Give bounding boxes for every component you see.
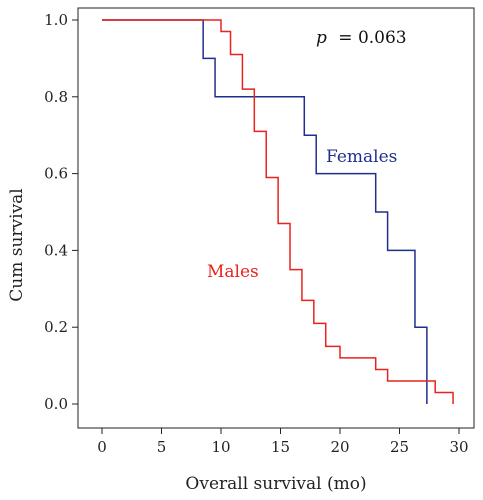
plot-border [77, 7, 475, 429]
p-value-text: = 0.063 [338, 28, 406, 48]
x-tick-label: 0 [97, 438, 107, 456]
y-tick-label: 0.4 [44, 241, 68, 259]
y-tick-label: 0.2 [44, 318, 68, 336]
y-tick-label: 0.8 [44, 88, 68, 106]
p-value-symbol: p [316, 28, 327, 48]
series-label-females: Females [326, 147, 397, 167]
series-layer [102, 19, 454, 404]
x-tick-label: 5 [157, 438, 167, 456]
y-tick-label: 0.0 [44, 395, 68, 413]
x-tick-label: 30 [449, 438, 468, 456]
series-line-females [102, 19, 428, 404]
series-label-males: Males [207, 262, 259, 282]
x-tick-label: 15 [271, 438, 290, 456]
plot-frame [77, 7, 475, 429]
y-axis-ticks: 0.0 0.2 0.4 0.6 0.8 1.0 [44, 11, 78, 413]
x-axis-title: Overall survival (mo) [185, 474, 366, 494]
p-value-annotation: p = 0.063 [316, 28, 407, 48]
series-line-males [102, 19, 454, 404]
y-axis-title: Cum survival [7, 188, 27, 302]
x-tick-label: 10 [211, 438, 230, 456]
y-tick-label: 0.6 [44, 165, 68, 183]
y-tick-label: 1.0 [44, 11, 68, 29]
x-tick-label: 20 [330, 438, 349, 456]
x-axis-ticks: 0 5 10 15 20 25 30 [97, 428, 469, 456]
x-tick-label: 25 [390, 438, 409, 456]
